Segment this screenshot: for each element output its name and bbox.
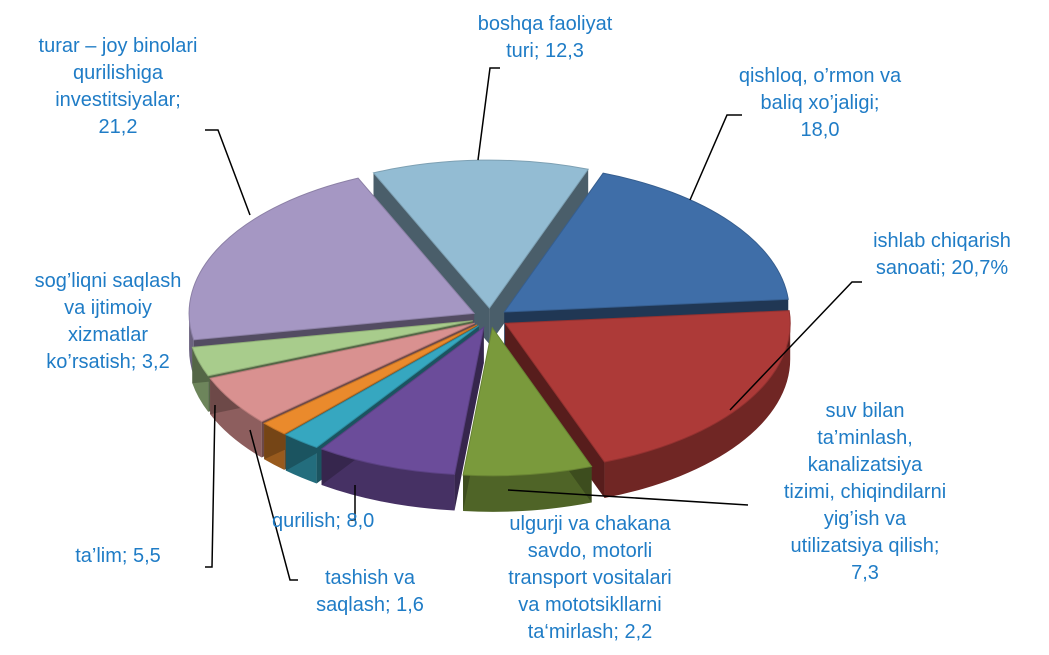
leader-line <box>249 429 298 581</box>
slice <box>188 177 476 341</box>
slice <box>263 324 478 435</box>
leader-line <box>507 489 749 506</box>
slice-side <box>604 323 791 499</box>
slice <box>504 310 791 463</box>
slice <box>372 159 590 309</box>
data-label: sog’liqni saqlash va ijtimoiy xizmatlar ko’… <box>35 270 182 373</box>
data-label: boshqa faoliyat turi; 12,3 <box>478 13 613 62</box>
slice <box>209 322 475 423</box>
leader-line <box>350 485 356 521</box>
leader-line <box>477 67 500 161</box>
slice-edge <box>454 327 484 511</box>
data-label: tashish va saqlash; 1,6 <box>316 567 424 616</box>
data-label: suv bilan ta’minlash, kanalizatsiya tizimi,… <box>784 400 946 584</box>
pie <box>188 159 791 512</box>
data-label: ishlab chiqarish sanoati; 20,7% <box>873 230 1011 279</box>
data-label: turar – joy binolari qurilishiga investits… <box>39 35 198 138</box>
slice-side <box>463 466 592 512</box>
leader-line <box>205 129 251 216</box>
leader-line <box>205 404 216 568</box>
leader-line <box>689 114 742 201</box>
leader-line <box>729 281 862 411</box>
slice <box>320 326 485 476</box>
slice <box>503 172 789 313</box>
data-label: ulgurji va chakana savdo, motorli transpor… <box>508 513 671 643</box>
leader-lines <box>205 67 862 581</box>
data-label: qurilish; 8,0 <box>272 510 374 532</box>
data-labels: boshqa faoliyat turi; 12,3 qishloq, o’rmon… <box>35 13 1011 643</box>
data-label: ta’lim; 5,5 <box>75 545 161 567</box>
data-label: qishloq, o’rmon va baliq xo’jaligi; 18,0 <box>739 65 902 141</box>
slice <box>284 325 480 449</box>
slice <box>191 320 473 377</box>
slice <box>462 326 593 477</box>
